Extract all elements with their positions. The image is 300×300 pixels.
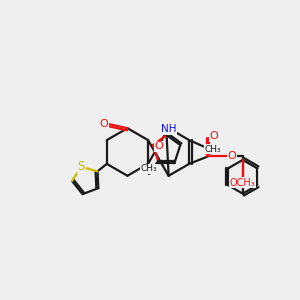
Text: NH: NH [161, 124, 176, 134]
Text: O: O [154, 141, 163, 151]
Text: CH₃: CH₃ [141, 164, 157, 173]
Text: O: O [210, 131, 218, 141]
Text: O: O [227, 151, 236, 161]
Text: CH₃: CH₃ [205, 145, 221, 154]
Text: O: O [99, 119, 108, 129]
Text: S: S [78, 160, 85, 173]
Text: OCH₃: OCH₃ [230, 178, 256, 188]
